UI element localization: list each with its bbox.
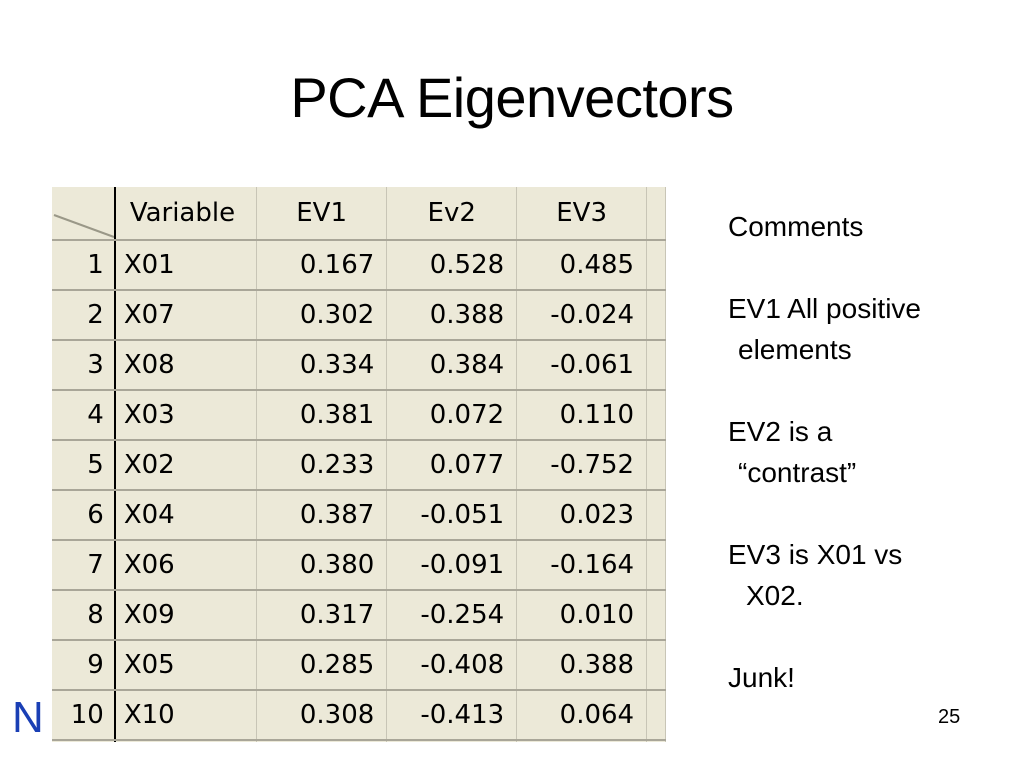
table-row: 7 X06 0.380 -0.091 -0.164 bbox=[52, 540, 666, 591]
cell-blank bbox=[646, 690, 666, 741]
column-header-ev3[interactable]: EV3 bbox=[516, 187, 648, 241]
cell-ev1[interactable]: 0.308 bbox=[256, 690, 388, 741]
cell-variable[interactable]: X06 bbox=[114, 540, 257, 591]
cell-ev3[interactable]: 0.064 bbox=[516, 690, 648, 741]
comments-heading: Comments bbox=[728, 211, 864, 242]
table-header-row: Variable EV1 Ev2 EV3 bbox=[52, 187, 666, 241]
table-row: 9 X05 0.285 -0.408 0.388 bbox=[52, 640, 666, 691]
cell-ev2[interactable]: 0.077 bbox=[386, 440, 518, 491]
cell-ev2[interactable]: 0.384 bbox=[386, 340, 518, 391]
comment-ev2-line2: “contrast” bbox=[738, 457, 857, 488]
table-row: 6 X04 0.387 -0.051 0.023 bbox=[52, 490, 666, 541]
cell-ev1[interactable]: 0.233 bbox=[256, 440, 388, 491]
table-row: 3 X08 0.334 0.384 -0.061 bbox=[52, 340, 666, 391]
cell-variable[interactable]: X08 bbox=[114, 340, 257, 391]
cell-variable[interactable]: X05 bbox=[114, 640, 257, 691]
table-row: 5 X02 0.233 0.077 -0.752 bbox=[52, 440, 666, 491]
cell-variable[interactable]: X09 bbox=[114, 590, 257, 641]
cell-ev1[interactable]: 0.334 bbox=[256, 340, 388, 391]
comment-ev3-line2: X02. bbox=[746, 580, 804, 611]
cell-ev2[interactable]: -0.254 bbox=[386, 590, 518, 641]
footer-logo: N bbox=[12, 693, 44, 742]
page-number: 25 bbox=[938, 706, 961, 728]
row-number[interactable]: 6 bbox=[52, 490, 116, 541]
cell-ev3[interactable]: 0.388 bbox=[516, 640, 648, 691]
table-row-empty bbox=[52, 740, 666, 742]
table-row: 1 X01 0.167 0.528 0.485 bbox=[52, 240, 666, 291]
row-number[interactable]: 4 bbox=[52, 390, 116, 441]
corner-diagonal-icon bbox=[53, 214, 113, 238]
row-number[interactable]: 2 bbox=[52, 290, 116, 341]
cell-ev3[interactable]: 0.110 bbox=[516, 390, 648, 441]
cell-ev1[interactable]: 0.317 bbox=[256, 590, 388, 641]
cell-ev2[interactable]: -0.051 bbox=[386, 490, 518, 541]
cell-ev2[interactable]: -0.413 bbox=[386, 690, 518, 741]
cell-empty bbox=[646, 740, 666, 742]
cell-blank bbox=[646, 640, 666, 691]
row-number[interactable]: 1 bbox=[52, 240, 116, 291]
row-number[interactable]: 7 bbox=[52, 540, 116, 591]
cell-variable[interactable]: X10 bbox=[114, 690, 257, 741]
cell-ev2[interactable]: 0.388 bbox=[386, 290, 518, 341]
cell-blank bbox=[646, 240, 666, 291]
cell-empty bbox=[256, 740, 388, 742]
comment-ev2-line1: EV2 is a bbox=[728, 416, 833, 447]
cell-ev2[interactable]: -0.091 bbox=[386, 540, 518, 591]
cell-ev3[interactable]: -0.752 bbox=[516, 440, 648, 491]
cell-ev3[interactable]: -0.061 bbox=[516, 340, 648, 391]
cell-ev1[interactable]: 0.302 bbox=[256, 290, 388, 341]
cell-empty bbox=[114, 740, 257, 742]
cell-variable[interactable]: X02 bbox=[114, 440, 257, 491]
cell-ev1[interactable]: 0.381 bbox=[256, 390, 388, 441]
comment-closing: Junk! bbox=[728, 662, 795, 693]
cell-ev3[interactable]: 0.023 bbox=[516, 490, 648, 541]
slide-title: PCA Eigenvectors bbox=[290, 66, 734, 129]
cell-ev3[interactable]: 0.485 bbox=[516, 240, 648, 291]
row-number[interactable]: 5 bbox=[52, 440, 116, 491]
comment-ev1-line1: EV1 All positive bbox=[728, 293, 921, 324]
cell-ev3[interactable]: -0.164 bbox=[516, 540, 648, 591]
comment-ev3-line1: EV3 is X01 vs bbox=[728, 539, 903, 570]
cell-empty bbox=[516, 740, 648, 742]
cell-ev1[interactable]: 0.387 bbox=[256, 490, 388, 541]
cell-empty bbox=[386, 740, 518, 742]
cell-blank bbox=[646, 540, 666, 591]
table-row: 8 X09 0.317 -0.254 0.010 bbox=[52, 590, 666, 641]
cell-blank bbox=[646, 590, 666, 641]
row-number[interactable]: 8 bbox=[52, 590, 116, 641]
row-number[interactable]: 3 bbox=[52, 340, 116, 391]
cell-blank bbox=[646, 440, 666, 491]
cell-blank bbox=[646, 490, 666, 541]
cell-ev1[interactable]: 0.285 bbox=[256, 640, 388, 691]
table-row: 4 X03 0.381 0.072 0.110 bbox=[52, 390, 666, 441]
eigenvector-table: Variable EV1 Ev2 EV3 1 X01 0.167 0.528 0.485… bbox=[52, 187, 666, 742]
column-header-blank bbox=[646, 187, 666, 241]
table-row: 2 X07 0.302 0.388 -0.024 bbox=[52, 290, 666, 341]
column-header-variable[interactable]: Variable bbox=[114, 187, 257, 241]
cell-variable[interactable]: X07 bbox=[114, 290, 257, 341]
cell-blank bbox=[646, 340, 666, 391]
comment-ev1-line2: elements bbox=[738, 334, 852, 365]
cell-ev2[interactable]: -0.408 bbox=[386, 640, 518, 691]
cell-blank bbox=[646, 290, 666, 341]
eigenvector-grid: Variable EV1 Ev2 EV3 1 X01 0.167 0.528 0.485… bbox=[52, 187, 666, 742]
row-number[interactable]: 9 bbox=[52, 640, 116, 691]
comments-panel: Comments EV1 All positive elements EV2 i… bbox=[728, 206, 1018, 698]
cell-ev3[interactable]: -0.024 bbox=[516, 290, 648, 341]
cell-blank bbox=[646, 390, 666, 441]
cell-ev1[interactable]: 0.167 bbox=[256, 240, 388, 291]
cell-empty bbox=[52, 740, 116, 742]
cell-ev2[interactable]: 0.528 bbox=[386, 240, 518, 291]
cell-variable[interactable]: X04 bbox=[114, 490, 257, 541]
cell-ev2[interactable]: 0.072 bbox=[386, 390, 518, 441]
table-row: 10 X10 0.308 -0.413 0.064 bbox=[52, 690, 666, 741]
column-header-ev2[interactable]: Ev2 bbox=[386, 187, 518, 241]
row-number[interactable]: 10 bbox=[52, 690, 116, 741]
cell-variable[interactable]: X03 bbox=[114, 390, 257, 441]
cell-ev1[interactable]: 0.380 bbox=[256, 540, 388, 591]
column-header-ev1[interactable]: EV1 bbox=[256, 187, 388, 241]
table-corner-cell[interactable] bbox=[52, 187, 116, 241]
cell-variable[interactable]: X01 bbox=[114, 240, 257, 291]
cell-ev3[interactable]: 0.010 bbox=[516, 590, 648, 641]
